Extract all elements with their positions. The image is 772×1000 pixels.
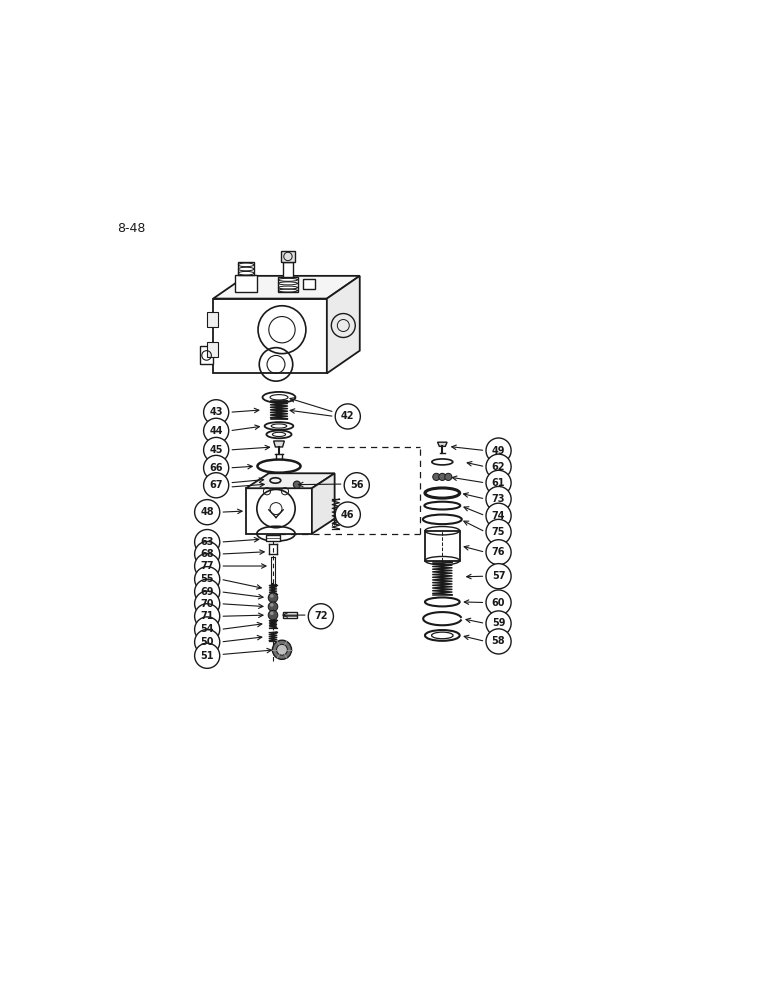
Text: 77: 77: [201, 561, 214, 571]
Circle shape: [270, 603, 273, 607]
Text: 8-48: 8-48: [117, 222, 146, 235]
Circle shape: [276, 644, 287, 655]
Polygon shape: [246, 473, 334, 488]
Bar: [281, 251, 295, 262]
Circle shape: [270, 611, 273, 615]
Circle shape: [195, 617, 220, 642]
Circle shape: [204, 437, 229, 463]
Circle shape: [486, 564, 511, 589]
Circle shape: [270, 594, 273, 598]
Circle shape: [195, 579, 220, 604]
Text: 51: 51: [201, 651, 214, 661]
FancyBboxPatch shape: [207, 342, 218, 357]
Circle shape: [486, 629, 511, 654]
Circle shape: [204, 473, 229, 498]
Text: 71: 71: [201, 611, 214, 621]
Text: 63: 63: [201, 537, 214, 547]
Polygon shape: [246, 488, 312, 534]
Circle shape: [486, 540, 511, 565]
Polygon shape: [327, 276, 360, 373]
Circle shape: [195, 629, 220, 655]
Bar: [283, 262, 293, 277]
Circle shape: [268, 602, 278, 611]
Circle shape: [204, 455, 229, 480]
Circle shape: [204, 400, 229, 425]
Circle shape: [486, 611, 511, 636]
Circle shape: [445, 473, 452, 480]
Circle shape: [268, 610, 278, 620]
Polygon shape: [213, 299, 327, 373]
Circle shape: [195, 643, 220, 668]
Circle shape: [486, 454, 511, 479]
Text: 74: 74: [492, 511, 506, 521]
Text: 44: 44: [209, 426, 223, 436]
Text: 57: 57: [492, 571, 506, 581]
Text: 70: 70: [201, 599, 214, 609]
Text: 62: 62: [492, 462, 506, 472]
Circle shape: [195, 604, 220, 629]
Bar: [279, 277, 297, 292]
Circle shape: [344, 473, 369, 498]
Text: 68: 68: [201, 549, 214, 559]
Text: 76: 76: [492, 547, 506, 557]
Circle shape: [335, 404, 361, 429]
Text: 72: 72: [314, 611, 327, 621]
Circle shape: [268, 593, 278, 603]
Polygon shape: [213, 276, 360, 299]
Text: 46: 46: [341, 510, 354, 520]
Text: 54: 54: [201, 624, 214, 634]
Text: 55: 55: [201, 574, 214, 584]
Text: 73: 73: [492, 494, 506, 504]
Circle shape: [486, 438, 511, 463]
Text: 43: 43: [209, 407, 223, 417]
Text: 49: 49: [492, 446, 506, 456]
Text: 66: 66: [209, 463, 223, 473]
Text: 50: 50: [201, 637, 214, 647]
Text: 61: 61: [492, 478, 506, 488]
Circle shape: [486, 590, 511, 615]
Text: 56: 56: [350, 480, 364, 490]
Circle shape: [195, 541, 220, 567]
Circle shape: [433, 473, 440, 480]
Bar: [239, 262, 254, 275]
Circle shape: [486, 519, 511, 544]
Text: 48: 48: [201, 507, 214, 517]
Text: 60: 60: [492, 598, 506, 608]
Bar: [235, 275, 257, 292]
Bar: [266, 535, 280, 541]
Text: 69: 69: [201, 587, 214, 597]
Circle shape: [308, 604, 334, 629]
Circle shape: [486, 470, 511, 495]
Circle shape: [195, 567, 220, 592]
Text: 58: 58: [492, 636, 506, 646]
Circle shape: [486, 486, 511, 512]
Circle shape: [293, 481, 300, 488]
Bar: [303, 279, 315, 289]
Bar: [200, 346, 213, 364]
Text: 59: 59: [492, 618, 506, 628]
Circle shape: [438, 473, 446, 480]
Circle shape: [195, 553, 220, 579]
Circle shape: [273, 640, 292, 659]
Text: 75: 75: [492, 527, 506, 537]
Text: 45: 45: [209, 445, 223, 455]
Circle shape: [486, 503, 511, 528]
Polygon shape: [273, 441, 284, 447]
Bar: [425, 531, 459, 561]
Polygon shape: [312, 473, 334, 534]
Circle shape: [195, 591, 220, 616]
Circle shape: [335, 502, 361, 527]
Text: 42: 42: [341, 411, 354, 421]
Polygon shape: [438, 442, 447, 446]
Bar: [283, 612, 297, 618]
FancyBboxPatch shape: [207, 312, 218, 327]
Text: 67: 67: [209, 480, 223, 490]
Circle shape: [204, 418, 229, 443]
Circle shape: [195, 500, 220, 525]
Circle shape: [195, 530, 220, 555]
